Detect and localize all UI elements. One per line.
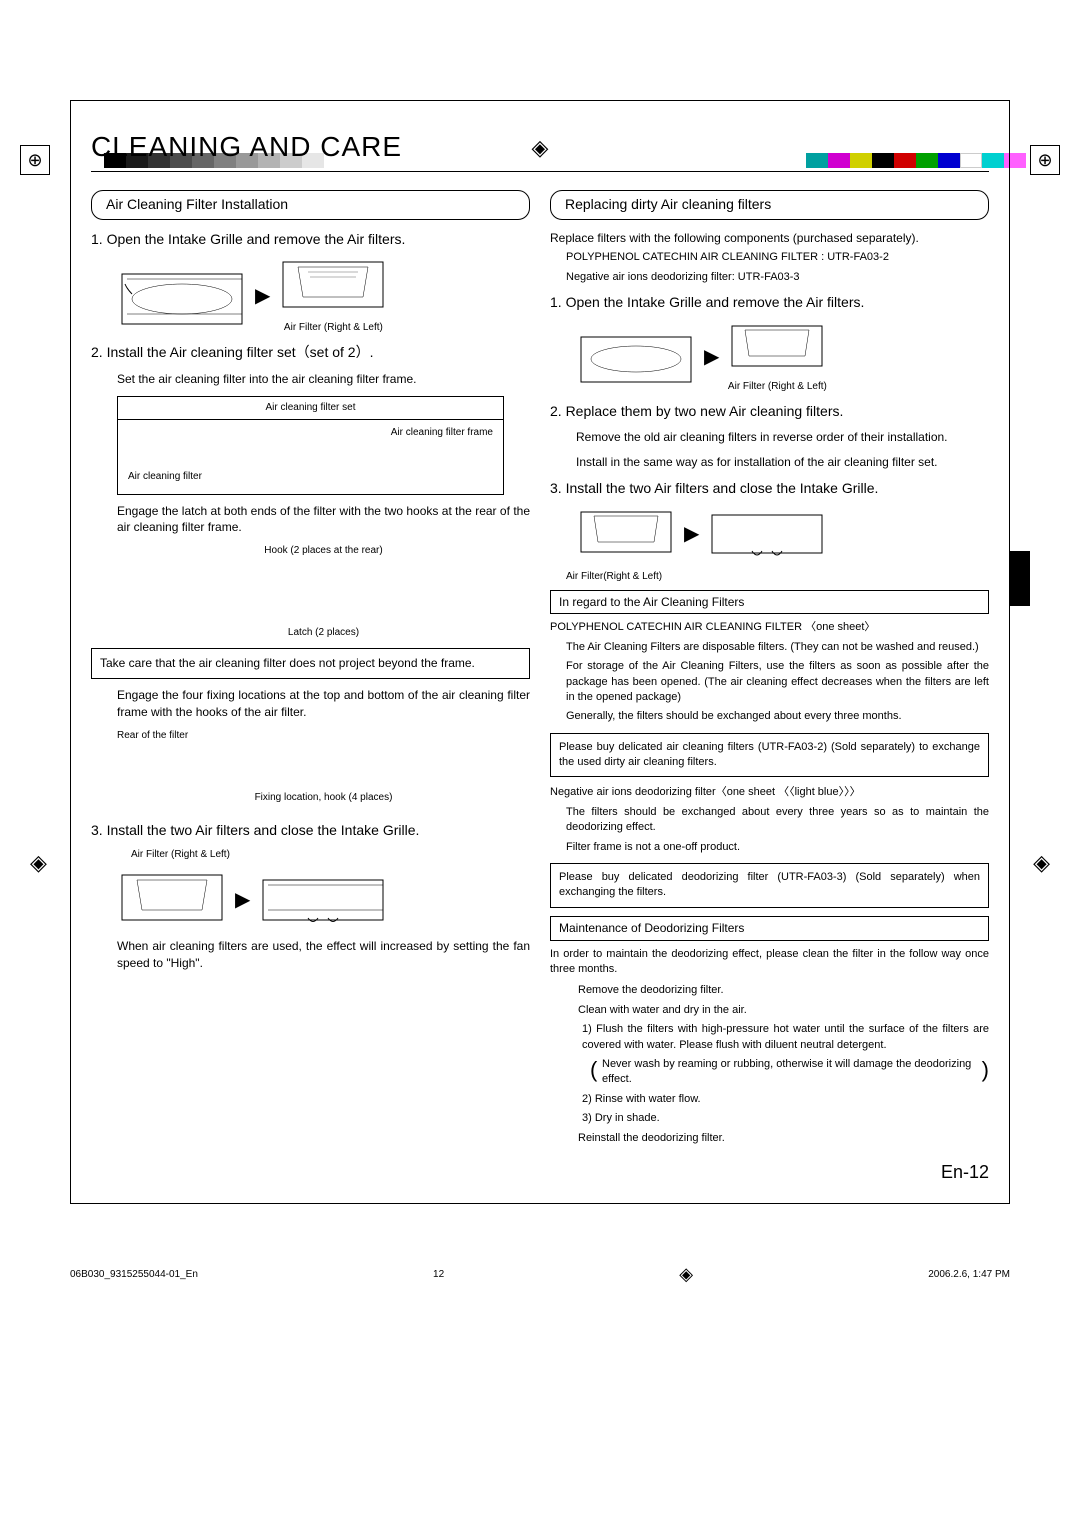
ac-closed-icon xyxy=(707,507,827,562)
fixing-label: Fixing location, hook (4 places) xyxy=(117,791,530,805)
filter-set-diagram: Air cleaning filter set Air cleaning fil… xyxy=(117,396,504,495)
footer-center-mark: ◈ xyxy=(679,1264,693,1285)
footer-right: 2006.2.6, 1:47 PM xyxy=(928,1269,1010,1280)
left-column: Air Cleaning Filter Installation 1. Open… xyxy=(91,190,530,1150)
latch-label: Latch (2 places) xyxy=(117,626,530,640)
left-step2: 2. Install the Air cleaning filter set（s… xyxy=(91,343,530,363)
page-content: CLEANING AND CARE Air Cleaning Filter In… xyxy=(70,100,1010,1204)
left-step1: 1. Open the Intake Grille and remove the… xyxy=(91,230,530,250)
footer: 06B030_9315255044-01_En 12 ◈ 2006.2.6, 1… xyxy=(70,1264,1010,1285)
poly-item-3: Generally, the filters should be exchang… xyxy=(566,709,989,724)
filter-type-1: POLYPHENOL CATECHIN AIR CLEANING FILTER … xyxy=(566,250,989,265)
left-step2-sub: Set the air cleaning filter into the air… xyxy=(117,371,530,388)
right-intro: Replace filters with the following compo… xyxy=(550,230,989,247)
poly-item-1: The Air Cleaning Filters are disposable … xyxy=(566,640,989,655)
right-column: Replacing dirty Air cleaning filters Rep… xyxy=(550,190,989,1150)
ac-filter-icon xyxy=(727,321,827,376)
left-step1-diagram: ▶ Air Filter (Right & Left) xyxy=(117,257,530,335)
rear-label: Rear of the filter xyxy=(117,729,530,743)
left-step1-caption: Air Filter (Right & Left) xyxy=(278,321,388,335)
filter-type-2: Negative air ions deodorizing filter: UT… xyxy=(566,270,989,285)
section-tab xyxy=(1010,551,1030,606)
warning-box: Take care that the air cleaning filter d… xyxy=(91,648,530,679)
poly-item-2: For storage of the Air Cleaning Filters,… xyxy=(566,659,989,705)
ac-filter-icon xyxy=(278,257,388,317)
page-number: En-12 xyxy=(91,1162,989,1183)
page-title: CLEANING AND CARE xyxy=(91,131,989,172)
left-step3-caption: Air Filter (Right & Left) xyxy=(131,848,530,862)
reg-mark-right: ⊕ xyxy=(1030,145,1060,175)
footer-left: 06B030_9315255044-01_En xyxy=(70,1269,198,1280)
maint-step-2-3: 3) Dry in shade. xyxy=(582,1111,989,1126)
neg-item-2: Filter frame is not a one-off product. xyxy=(566,840,989,855)
right-step2-sub1: Remove the old air cleaning filters in r… xyxy=(576,429,989,446)
ac-open-icon xyxy=(117,259,247,334)
maint-step-2: Clean with water and dry in the air. xyxy=(578,1003,989,1018)
box-title: Air cleaning filter set xyxy=(265,402,355,413)
ac-closed-icon xyxy=(258,870,388,930)
poly-buy-box: Please buy delicated air cleaning filter… xyxy=(550,733,989,778)
left-step3-diagram: ▶ xyxy=(117,870,530,930)
neg-buy-box: Please buy delicated deodorizing filter … xyxy=(550,863,989,908)
ac-open-icon xyxy=(576,322,696,392)
neg-title: Negative air ions deodorizing filter〈one… xyxy=(550,785,989,800)
right-step3-diagram: ▶ xyxy=(576,507,989,562)
right-step2: 2. Replace them by two new Air cleaning … xyxy=(550,402,989,422)
sub-header-regard: In regard to the Air Cleaning Filters xyxy=(550,590,989,615)
section-header-replace: Replacing dirty Air cleaning filters xyxy=(550,190,989,220)
section-header-install: Air Cleaning Filter Installation xyxy=(91,190,530,220)
ac-filter-install-icon xyxy=(576,507,676,562)
arrow-icon: ▶ xyxy=(704,343,719,371)
ac-filter-install-icon xyxy=(117,870,227,930)
left-step3: 3. Install the two Air filters and close… xyxy=(91,821,530,841)
arrow-icon: ▶ xyxy=(255,282,270,310)
side-mark-right: ◈ xyxy=(1033,850,1050,876)
box-frame-label: Air cleaning filter frame xyxy=(128,426,493,440)
hook-label: Hook (2 places at the rear) xyxy=(117,544,530,558)
arrow-icon: ▶ xyxy=(684,520,699,548)
maint-warning: Never wash by reaming or rubbing, otherw… xyxy=(590,1057,989,1088)
right-step1-caption: Air Filter (Right & Left) xyxy=(727,380,827,394)
left-step3-note: When air cleaning filters are used, the … xyxy=(117,938,530,972)
right-step3-caption: Air Filter(Right & Left) xyxy=(566,570,989,584)
footer-center: 12 xyxy=(433,1269,444,1280)
reg-mark-left: ⊕ xyxy=(20,145,50,175)
right-step1-diagram: ▶ Air Filter (Right & Left) xyxy=(576,321,989,394)
right-step1: 1. Open the Intake Grille and remove the… xyxy=(550,293,989,313)
maint-step-1: Remove the deodorizing filter. xyxy=(578,983,989,998)
side-mark-left: ◈ xyxy=(30,850,47,876)
arrow-icon: ▶ xyxy=(235,886,250,914)
left-step2-sub3: Engage the four fixing locations at the … xyxy=(117,687,530,721)
sub-header-maintenance: Maintenance of Deodorizing Filters xyxy=(550,916,989,941)
maint-intro: In order to maintain the deodorizing eff… xyxy=(550,947,989,978)
neg-item-1: The filters should be exchanged about ev… xyxy=(566,805,989,836)
right-step3: 3. Install the two Air filters and close… xyxy=(550,479,989,499)
left-step2-sub2: Engage the latch at both ends of the fil… xyxy=(117,503,530,537)
box-filter-label: Air cleaning filter xyxy=(128,470,493,484)
maint-step-3: Reinstall the deodorizing filter. xyxy=(578,1131,989,1146)
maint-step-2-2: 2) Rinse with water flow. xyxy=(582,1092,989,1107)
maint-step-2-1: 1) Flush the filters with high-pressure … xyxy=(582,1022,989,1053)
right-step2-sub2: Install in the same way as for installat… xyxy=(576,454,989,471)
poly-title: POLYPHENOL CATECHIN AIR CLEANING FILTER … xyxy=(550,620,989,635)
